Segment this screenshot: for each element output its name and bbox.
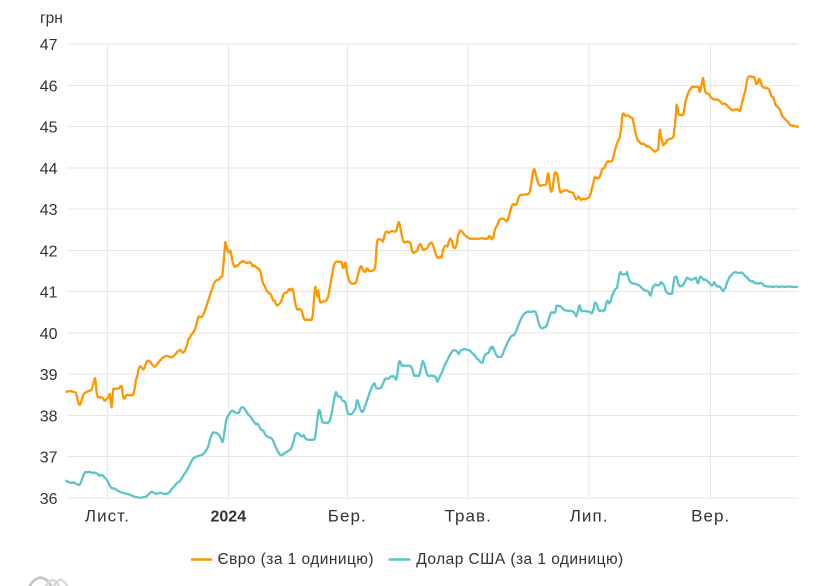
svg-text:Бер.: Бер. [328,507,367,526]
svg-text:38: 38 [40,408,58,425]
svg-text:2024: 2024 [211,509,247,526]
svg-text:44: 44 [40,161,58,178]
svg-text:Долар США (за 1 одиницю): Долар США (за 1 одиницю) [416,551,623,568]
svg-text:40: 40 [40,326,58,343]
svg-text:Лип.: Лип. [570,507,609,526]
svg-text:Трав.: Трав. [445,507,492,526]
svg-text:39: 39 [40,367,58,384]
svg-text:грн: грн [40,10,63,27]
svg-text:46: 46 [40,78,58,95]
svg-text:Вер.: Вер. [691,507,730,526]
svg-text:45: 45 [40,120,58,137]
svg-text:41: 41 [40,285,58,302]
svg-text:37: 37 [40,450,58,467]
svg-text:Євро (за 1 одиницю): Євро (за 1 одиницю) [218,551,374,568]
svg-text:43: 43 [40,202,58,219]
svg-text:42: 42 [40,243,58,260]
svg-text:Лист.: Лист. [85,507,130,526]
svg-text:36: 36 [40,491,58,508]
svg-text:47: 47 [40,37,58,54]
